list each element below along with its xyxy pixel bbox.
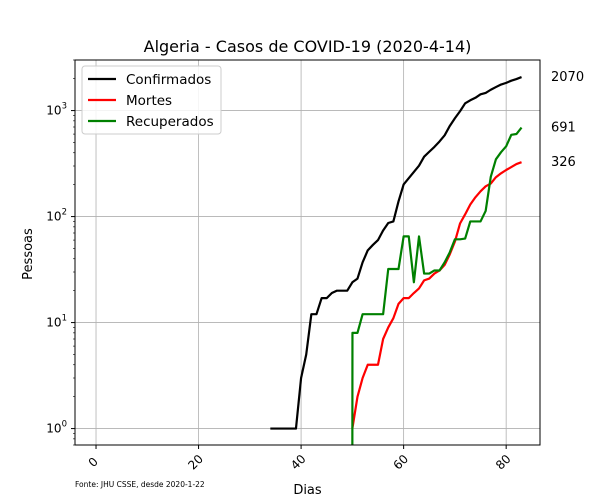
- y-tick-base: 10: [46, 104, 61, 118]
- y-tick-exponent: 0: [62, 420, 67, 430]
- y-tick-label: 102: [46, 208, 67, 224]
- y-tick-base: 10: [46, 316, 61, 330]
- y-tick-label: 101: [46, 314, 67, 330]
- y-tick-base: 10: [46, 422, 61, 436]
- legend-label-confirmados: Confirmados: [126, 72, 211, 88]
- series-line-mortes: [351, 161, 522, 429]
- legend-label-mortes: Mortes: [126, 93, 172, 109]
- legend-label-recuperados: Recuperados: [126, 114, 214, 130]
- y-tick-exponent: 2: [62, 208, 67, 218]
- y-tick-exponent: 1: [62, 314, 67, 324]
- y-tick-label: 103: [46, 102, 67, 118]
- series-line-confirmados: [270, 76, 522, 430]
- y-tick-label: 100: [46, 420, 67, 436]
- y-tick-base: 10: [46, 210, 61, 224]
- chart-title: Algeria - Casos de COVID-19 (2020-4-14): [144, 37, 472, 56]
- y-tick-exponent: 3: [62, 102, 67, 112]
- plot-area: 0 20 40 60 801001011021032070326691Confirmad…: [46, 59, 584, 473]
- series-line-recuperados: [351, 126, 523, 445]
- source-note: Fonte: JHU CSSE, desde 2020-1-22: [75, 480, 205, 489]
- plot-frame: [74, 59, 541, 446]
- end-label-confirmados: 2070: [551, 70, 584, 85]
- y-axis-label: Pessoas: [21, 228, 36, 280]
- end-label-recuperados: 691: [551, 121, 576, 136]
- end-label-mortes: 326: [551, 155, 576, 170]
- x-axis-label: Dias: [293, 483, 322, 498]
- legend-box: [81, 65, 222, 135]
